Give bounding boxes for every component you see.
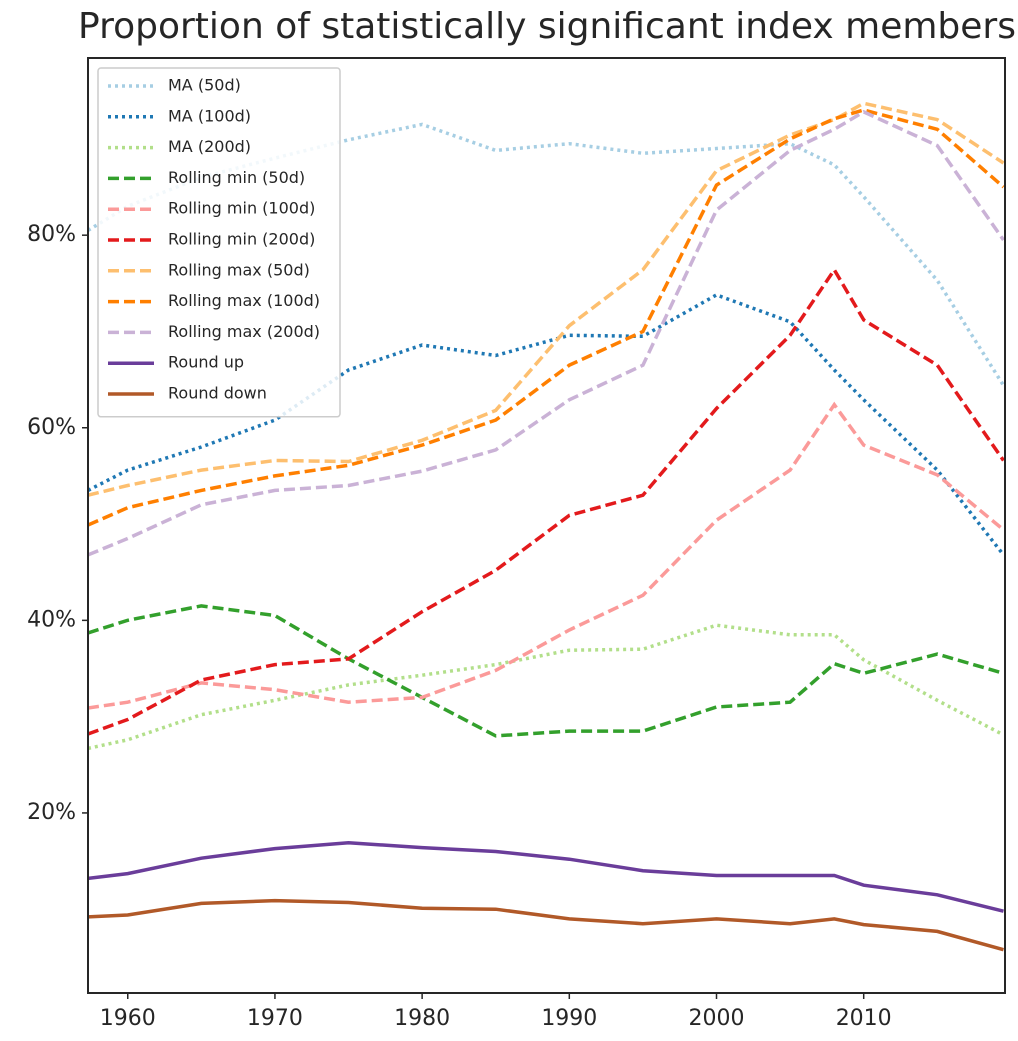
x-tick-label: 2000 — [689, 1006, 745, 1031]
legend-label: Rolling max (200d) — [168, 322, 320, 341]
series-line — [88, 122, 1005, 387]
series-line — [88, 109, 1005, 557]
legend-label: Round up — [168, 353, 244, 372]
y-tick-label: 20% — [27, 800, 76, 825]
legend-label: Rolling max (50d) — [168, 260, 310, 279]
legend-label: MA (50d) — [168, 76, 241, 95]
chart-title: Proportion of statistically significant … — [78, 6, 1016, 47]
x-tick-label: 1990 — [541, 1006, 597, 1031]
legend-label: Rolling min (100d) — [168, 199, 315, 218]
legend-label: Rolling max (100d) — [168, 291, 320, 310]
series-line — [88, 841, 1004, 913]
x-tick-label: 1980 — [394, 1006, 450, 1031]
series-line — [88, 108, 1005, 527]
x-tick-label: 1970 — [247, 1006, 303, 1031]
series-line — [88, 401, 1005, 710]
legend-box — [97, 67, 341, 418]
series-line — [88, 623, 1005, 751]
legend-label: MA (100d) — [168, 106, 251, 125]
y-tick-label: 60% — [27, 415, 76, 440]
plot-frame — [87, 57, 1006, 994]
y-tick-label: 80% — [27, 222, 76, 247]
legend-label: Rolling min (50d) — [168, 168, 305, 187]
x-tick-label: 2010 — [836, 1006, 892, 1031]
plot-lines — [88, 101, 1005, 952]
y-tick-label: 40% — [27, 607, 76, 632]
series-line — [88, 266, 1005, 736]
series-line — [88, 101, 1005, 497]
series-line — [88, 292, 1005, 556]
series-line — [88, 898, 1004, 952]
series-line — [88, 604, 1004, 738]
legend-label: Rolling min (200d) — [168, 230, 315, 249]
legend-label: Round down — [168, 384, 267, 403]
x-tick-label: 1960 — [100, 1006, 156, 1031]
legend-label: MA (200d) — [168, 137, 251, 156]
